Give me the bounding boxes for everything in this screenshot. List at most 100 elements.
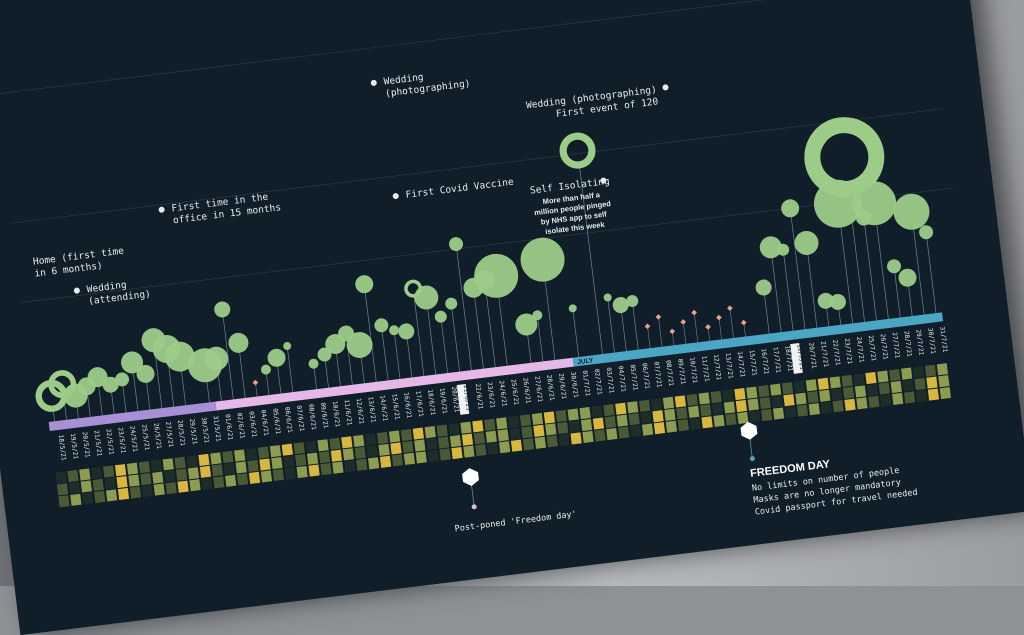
bubble-stem [485, 289, 496, 368]
bubble [434, 310, 447, 323]
heatmap-cell [820, 401, 832, 414]
hexagon-icon [462, 468, 479, 486]
date-tick-label: 22/5/21 [104, 428, 114, 455]
bubble-stem [313, 368, 318, 390]
heatmap-cell [213, 476, 225, 489]
bubble [260, 364, 271, 375]
heatmap-cell [543, 411, 555, 424]
heatmap-cell [630, 425, 642, 438]
heatmap-cell [272, 468, 284, 482]
heatmap-cell [650, 398, 663, 411]
annotation-text: Wedding [86, 280, 127, 296]
heatmap-cell [403, 452, 415, 465]
annotation-dot [158, 206, 165, 213]
heatmap-cell [68, 481, 81, 494]
heatmap-cell [936, 363, 949, 376]
bubble [626, 295, 639, 308]
date-tick-label: 09/6/21 [319, 402, 329, 429]
heatmap-cell [711, 402, 724, 416]
bubble [781, 199, 800, 218]
date-tick-label: 04/7/21 [617, 366, 627, 393]
annotation-first-event: Wedding (photographing) First event of 1… [525, 84, 669, 120]
bubble [898, 268, 917, 287]
date-tick-label: 18/6/21 [426, 389, 436, 416]
marker-diamond [727, 305, 733, 311]
bubble [87, 367, 108, 388]
date-tick-label: 12/7/21 [712, 354, 722, 381]
heatmap-cell [485, 430, 497, 443]
heatmap-cell [284, 467, 296, 480]
bubble-stem [908, 286, 913, 317]
bubble-stem [474, 297, 484, 369]
heatmap-cell [451, 446, 463, 460]
bubble [777, 243, 790, 256]
heatmap-cell [567, 408, 579, 421]
bubble-stem [427, 309, 437, 375]
marker-diamond [740, 319, 747, 326]
heatmap-cell [710, 390, 722, 404]
heatmap-cell [627, 401, 639, 414]
heatmap-cell [915, 389, 928, 403]
heatmap-cell [223, 462, 235, 475]
heatmap-cell [555, 409, 567, 423]
heatmap-cell [129, 486, 142, 499]
heatmap-cell [770, 383, 782, 396]
marker-diamond [644, 323, 651, 330]
bubble [520, 237, 565, 282]
heatmap-cell [378, 443, 390, 456]
bubble [308, 358, 319, 369]
date-tick-label: 22/7/21 [831, 339, 841, 366]
heatmap-cell [603, 404, 615, 417]
annotation-text: Wedding [383, 72, 424, 88]
date-tick-label: 24/5/21 [128, 426, 138, 453]
bubble-stem [783, 255, 794, 331]
heatmap-cell [248, 471, 261, 484]
heatmap-cell [427, 449, 439, 463]
date-tick-label: 29/7/21 [914, 329, 924, 356]
heatmap-cell [388, 430, 401, 443]
heatmap-cell [225, 474, 237, 487]
heatmap-cell [842, 386, 855, 399]
date-tick-label: 09/7/21 [676, 358, 686, 385]
heatmap-cell [165, 482, 177, 495]
bubble [228, 332, 249, 353]
bubble-stem [498, 297, 508, 366]
heatmap-cell [236, 473, 249, 486]
date-tick-label: 01/7/21 [581, 370, 591, 397]
bubble [886, 259, 901, 274]
heatmap-cell [652, 410, 664, 423]
bubble-stems [53, 168, 937, 422]
bubble-stem [572, 312, 580, 358]
heatmap-cell [676, 407, 688, 420]
heatmap-cell [701, 416, 713, 429]
bubble-stem [364, 293, 377, 382]
marker-dot [471, 504, 477, 510]
heatmap-cell [519, 414, 532, 427]
heatmap-cell [354, 446, 366, 459]
heatmap-cell [211, 464, 223, 477]
month-segment [215, 357, 574, 411]
heatmap-cell [332, 461, 344, 474]
heatmap-cell [174, 456, 186, 469]
date-tick-label: 16/7/21 [760, 348, 770, 375]
heatmap-cell [533, 424, 545, 437]
heatmap-cell [353, 434, 365, 447]
annotation-vaccine: First Covid Vaccine [392, 177, 515, 201]
heatmap-cell [104, 477, 116, 490]
date-tick-label: 29/5/21 [188, 418, 198, 445]
heatmap-cell [472, 420, 484, 433]
heatmap-cell [269, 445, 282, 458]
heatmap-cell [628, 413, 640, 426]
date-tick-label: 05/7/21 [629, 364, 639, 391]
heatmap-cell [82, 492, 94, 505]
annotation-dot [662, 84, 669, 91]
bubble [414, 285, 439, 310]
heatmap-cell [795, 392, 807, 405]
date-tick-label: 02/6/21 [235, 412, 245, 439]
date-tick-label: 25/6/21 [509, 379, 519, 406]
date-tick-label: 15/6/21 [390, 393, 400, 420]
heatmap-cell [889, 369, 901, 382]
heatmap-cell [854, 385, 867, 398]
date-tick-label: 14/7/21 [736, 351, 746, 378]
